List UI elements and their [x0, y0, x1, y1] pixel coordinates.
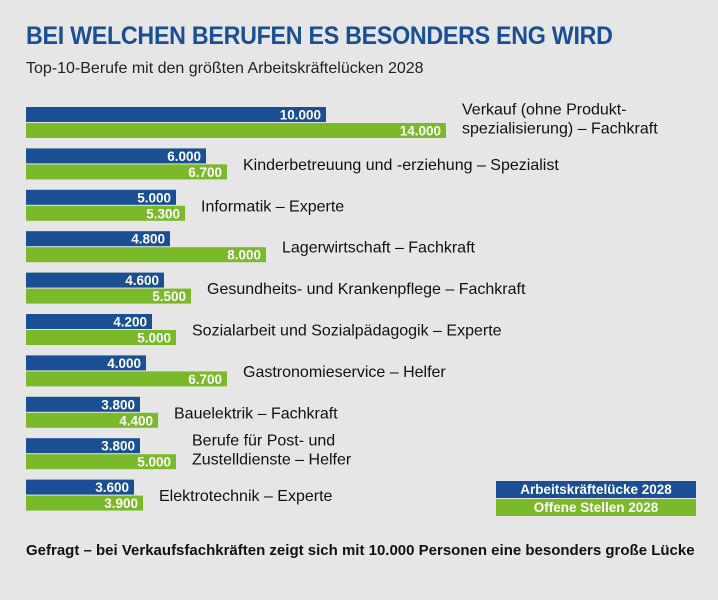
- bar-luecke: [26, 314, 152, 329]
- category-label: Gesundheits- und Krankenpflege – Fachkra…: [207, 281, 526, 298]
- bar-offene-stellen: [26, 371, 227, 387]
- data-label: 6.700: [188, 372, 222, 387]
- bar-offene-stellen: [26, 288, 191, 304]
- category-label: Kinderbetreuung und -erziehung – Spezial…: [243, 157, 559, 174]
- bar-luecke: [26, 479, 134, 495]
- bar-luecke: [26, 148, 206, 164]
- data-label: 4.200: [113, 315, 147, 330]
- chart-subtitle: Top-10-Berufe mit den größten Arbeitskrä…: [26, 60, 424, 77]
- data-label: 8.000: [227, 248, 261, 263]
- bar-offene-stellen: [26, 164, 227, 180]
- category-label: Berufe für Post- und: [192, 433, 335, 450]
- legend-label: Arbeitskräftelücke 2028: [520, 482, 672, 497]
- bar-luecke: [26, 107, 326, 122]
- data-label: 6.700: [188, 165, 222, 180]
- category-label: Sozialarbeit und Sozialpädagogik – Exper…: [192, 323, 502, 340]
- bar-luecke: [26, 355, 146, 371]
- bar-luecke: [26, 189, 176, 205]
- data-label: 14.000: [400, 124, 441, 139]
- data-label: 5.000: [137, 455, 171, 470]
- bar-luecke: [26, 231, 170, 247]
- chart-caption: Gefragt – bei Verkaufsfachkräften zeigt …: [26, 542, 695, 559]
- bar-luecke: [26, 272, 164, 288]
- legend-swatch: [496, 499, 696, 516]
- data-label: 4.400: [119, 413, 153, 428]
- legend-label: Offene Stellen 2028: [534, 500, 659, 515]
- data-label: 3.800: [101, 397, 135, 412]
- bar-offene-stellen: [26, 205, 185, 221]
- category-label: spezialisierung) – Fachkraft: [462, 121, 658, 138]
- bar-offene-stellen: [26, 247, 266, 263]
- data-label: 4.600: [125, 273, 159, 288]
- bar-offene-stellen: [26, 454, 176, 470]
- data-label: 6.000: [167, 149, 201, 164]
- bar-offene-stellen: [26, 330, 176, 345]
- bar-luecke: [26, 396, 140, 412]
- legend-swatch: [496, 481, 696, 498]
- data-label: 5.000: [137, 331, 171, 346]
- data-label: 10.000: [280, 108, 321, 123]
- data-label: 5.300: [146, 206, 180, 221]
- chart-title: BEI WELCHEN BERUFEN ES BESONDERS ENG WIR…: [26, 22, 613, 50]
- category-label: Lagerwirtschaft – Fachkraft: [282, 240, 476, 257]
- category-label: Zustelldienste – Helfer: [192, 452, 352, 469]
- data-label: 5.000: [137, 190, 171, 205]
- bar-offene-stellen: [26, 412, 158, 428]
- data-label: 4.800: [131, 232, 165, 247]
- bar-luecke: [26, 438, 140, 454]
- category-label: Informatik – Experte: [201, 198, 344, 215]
- category-label: Gastronomieservice – Helfer: [243, 364, 446, 381]
- bar-offene-stellen: [26, 495, 143, 511]
- category-label: Elektrotechnik – Experte: [159, 488, 333, 505]
- category-label: Verkauf (ohne Produkt-: [462, 102, 627, 119]
- category-label: Bauelektrik – Fachkraft: [174, 405, 338, 422]
- bar-chart: 10.000 14.000 Verkauf (ohne Produkt-spezia…: [26, 102, 696, 516]
- bar-offene-stellen: [26, 123, 446, 138]
- data-label: 4.000: [107, 356, 141, 371]
- data-label: 3.800: [101, 439, 135, 454]
- data-label: 5.500: [152, 289, 186, 304]
- data-label: 3.600: [95, 480, 129, 495]
- data-label: 3.900: [104, 496, 138, 511]
